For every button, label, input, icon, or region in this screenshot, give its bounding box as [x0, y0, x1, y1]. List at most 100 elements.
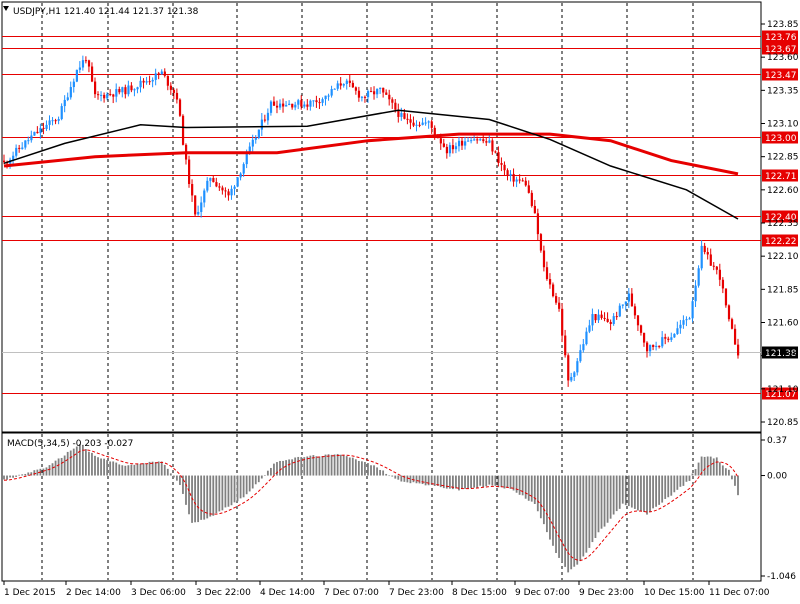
macd-bar — [458, 475, 460, 491]
macd-bar — [257, 475, 260, 483]
macd-bar — [318, 456, 321, 476]
price-label: 120.85 — [767, 418, 799, 428]
candle-body — [254, 137, 257, 140]
candle-body — [618, 305, 621, 317]
macd-bar — [197, 475, 200, 523]
candle-body — [166, 75, 169, 86]
candle-body — [339, 83, 342, 86]
macd-bar — [109, 461, 112, 476]
candle-body — [737, 344, 740, 356]
macd-bar — [27, 472, 30, 476]
candle-body — [594, 314, 597, 321]
candle-body — [530, 192, 533, 206]
macd-bar — [166, 468, 169, 476]
candle-body — [639, 325, 643, 333]
candle-body — [330, 89, 333, 96]
macd-bar — [467, 475, 469, 489]
macd-bar — [42, 468, 45, 476]
macd-bar — [139, 463, 142, 476]
macd-bar — [224, 475, 227, 508]
candle-body — [203, 190, 206, 203]
macd-bar — [145, 463, 148, 476]
macd-bar — [336, 453, 339, 476]
candle-body — [327, 95, 330, 97]
macd-bar — [191, 475, 193, 523]
macd-bar — [470, 475, 472, 489]
macd-bar — [88, 451, 90, 476]
candle-body — [130, 85, 133, 91]
macd-bar — [309, 455, 312, 476]
level-label: 123.76 — [765, 33, 797, 43]
macd-bar — [424, 475, 427, 486]
macd-bar — [294, 457, 297, 476]
candle-body — [66, 97, 69, 100]
candle-body — [691, 301, 694, 319]
macd-bar — [297, 456, 300, 476]
candle-body — [676, 328, 679, 334]
macd-bar — [506, 475, 509, 488]
macd-pane[interactable]: 0.37 0.00 -1.046 MACD(5,34,5) -0.203 -0.02… — [1, 432, 796, 582]
macd-bar — [439, 475, 442, 488]
macd-bar — [503, 475, 506, 489]
macd-bar — [263, 474, 266, 476]
macd-bar — [300, 457, 303, 476]
candle-body — [412, 122, 415, 126]
macd-bar — [718, 462, 721, 476]
candle-body — [357, 90, 361, 98]
candle-body — [324, 95, 327, 100]
macd-histogram — [3, 444, 739, 573]
candle-body — [724, 288, 728, 306]
candle-body — [139, 80, 142, 88]
candle-body — [442, 143, 445, 147]
macd-bar — [115, 462, 118, 476]
candle-body — [230, 188, 233, 196]
horizontal-levels[interactable]: 123.76123.67123.47123.00122.71122.40122.… — [2, 30, 798, 401]
macd-bar — [157, 461, 160, 476]
macd-bar — [169, 473, 172, 476]
macd-bar — [291, 459, 294, 476]
level-tag — [762, 387, 798, 400]
time-label: 3 Dec 22:00 — [196, 588, 251, 598]
macd-bar — [445, 475, 448, 489]
macd-bar — [354, 459, 357, 476]
macd-bar — [342, 455, 345, 476]
time-label: 7 Dec 07:00 — [324, 588, 379, 598]
candle-body — [136, 87, 139, 90]
candle-body — [142, 80, 145, 83]
candle-body — [555, 296, 558, 303]
candle-body — [427, 121, 430, 123]
price-pane[interactable]: 123.76123.67123.47123.00122.71122.40122.… — [1, 1, 799, 433]
candle-body — [297, 100, 300, 105]
candle-body — [18, 147, 21, 149]
macd-bar — [254, 475, 257, 485]
macd-bar — [221, 475, 224, 511]
candle-body — [269, 101, 273, 113]
candle-body — [345, 80, 348, 84]
macd-bar — [721, 465, 724, 476]
candle-body — [148, 81, 151, 83]
chevron-down-icon[interactable] — [3, 6, 9, 11]
candle-body — [118, 89, 121, 93]
macd-bar — [330, 454, 333, 476]
candle-body — [600, 314, 603, 318]
macd-bar — [658, 475, 661, 505]
macd-bar — [3, 475, 5, 480]
candle-body — [157, 73, 160, 75]
candle-body — [667, 338, 670, 340]
macd-bar — [136, 463, 139, 476]
macd-bar — [637, 475, 639, 511]
macd-bar — [448, 475, 451, 489]
candle-body — [733, 328, 737, 345]
macd-bar — [461, 475, 463, 490]
level-label: 121.07 — [765, 390, 797, 400]
candle-body — [15, 147, 18, 156]
candle-body — [379, 87, 382, 89]
macd-bar — [688, 475, 691, 481]
macd-bar — [75, 446, 78, 476]
macd-bar — [15, 475, 18, 477]
time-label: 7 Dec 23:00 — [389, 588, 444, 598]
macd-bar — [685, 475, 688, 482]
macd-bar — [709, 456, 712, 476]
